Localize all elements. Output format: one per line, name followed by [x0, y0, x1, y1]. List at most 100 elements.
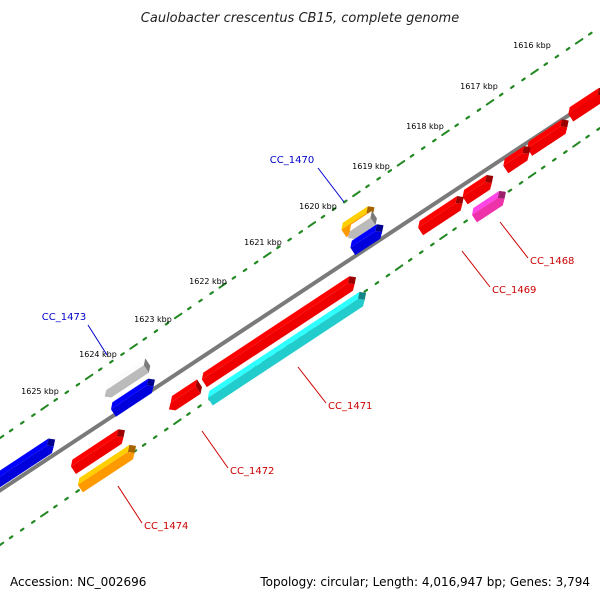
outer-minor-tick	[587, 31, 593, 36]
outer-major-tick	[396, 160, 406, 167]
gene-feature-blue	[110, 378, 155, 417]
genome-summary-text: Topology: circular; Length: 4,016,947 bp…	[259, 575, 590, 589]
outer-major-tick	[0, 434, 5, 440]
tick-label-kbp: 1618 kbp	[406, 122, 444, 131]
gene-front-face	[471, 197, 505, 223]
outer-major-tick	[574, 38, 584, 45]
outer-minor-tick	[198, 298, 203, 303]
outer-minor-tick	[253, 260, 259, 265]
gene-side-face	[522, 146, 531, 155]
outer-minor-tick	[109, 359, 114, 364]
gene-side-face	[485, 175, 494, 183]
inner-minor-tick	[53, 504, 58, 509]
gene-top-face	[170, 379, 198, 403]
gene-top-face	[418, 196, 458, 228]
label-leader-line	[317, 167, 345, 203]
label-leader-line	[297, 366, 327, 404]
gene-feature-red	[527, 119, 569, 156]
gene-side-face	[497, 190, 506, 199]
inner-minor-tick	[152, 435, 158, 440]
outer-minor-tick	[320, 214, 326, 219]
outer-minor-tick	[209, 291, 214, 295]
tick-label-kbp: 1621 kbp	[244, 238, 282, 247]
label-leader-line	[117, 485, 143, 524]
outer-minor-tick	[276, 245, 281, 250]
tick-label-kbp: 1622 kbp	[189, 277, 227, 286]
inner-minor-tick	[186, 412, 191, 416]
gene-top-face	[350, 224, 377, 248]
outer-minor-tick	[64, 390, 70, 395]
tick-label-kbp: 1623 kbp	[134, 315, 172, 324]
outer-minor-tick	[387, 169, 393, 173]
inner-minor-tick	[163, 427, 169, 432]
kbp-tick-labels: 1616 kbp 1617 kbp 1618 kbp 1619 kbp 1620 kbp…	[21, 41, 551, 396]
inner-minor-tick	[551, 157, 557, 162]
gene-top-face	[110, 378, 149, 410]
gene-top-face	[471, 190, 500, 215]
outer-minor-tick	[465, 115, 471, 120]
gene-feature-orange	[77, 444, 137, 493]
outer-minor-tick	[164, 321, 170, 326]
gene-top-face	[70, 429, 119, 467]
label-leader-line	[499, 221, 529, 259]
outer-minor-tick	[19, 420, 25, 425]
gene-top-face	[568, 87, 599, 115]
outer-major-tick	[441, 129, 450, 137]
outer-minor-tick	[53, 397, 59, 402]
tick-label-kbp: 1625 kbp	[21, 387, 59, 396]
gene-top-face	[527, 119, 563, 149]
inner-minor-tick	[374, 281, 380, 286]
inner-minor-tick	[64, 496, 69, 501]
gene-feature-gray	[347, 210, 377, 240]
inner-minor-tick	[418, 250, 424, 255]
outer-minor-tick	[521, 77, 526, 82]
inner-minor-tick	[430, 242, 435, 247]
inner-major-tick	[173, 418, 182, 426]
gene-feature-red	[168, 379, 202, 411]
inner-minor-tick	[585, 134, 590, 139]
outer-minor-tick	[8, 428, 14, 433]
gene-top-face	[77, 444, 130, 485]
gene-top-face	[503, 146, 524, 166]
inner-minor-tick	[8, 535, 14, 540]
outer-minor-tick	[454, 123, 459, 128]
outer-minor-tick	[120, 352, 125, 357]
gene-front-face	[527, 126, 568, 156]
gene-label-cc-1474: CC_1474	[144, 521, 188, 532]
inner-minor-tick	[141, 442, 147, 447]
outer-major-tick	[263, 251, 272, 259]
outer-minor-tick	[420, 146, 426, 151]
gene-front-face	[207, 298, 365, 406]
outer-major-tick	[485, 99, 495, 106]
map-title: Caulobacter crescentus CB15, complete ge…	[141, 11, 459, 26]
gene-label-cc-1470: CC_1470	[270, 155, 314, 166]
gene-side-face	[146, 378, 155, 387]
outer-minor-tick	[298, 230, 304, 234]
inner-minor-tick	[30, 519, 36, 524]
gene-side-face	[375, 224, 384, 233]
gene-label-cc-1469: CC_1469	[492, 285, 536, 296]
gene-top-face	[201, 276, 350, 380]
gene-front-face	[568, 94, 600, 122]
gene-side-face	[143, 358, 151, 373]
gene-front-face	[110, 385, 154, 417]
inner-minor-tick	[385, 273, 391, 278]
gene-feature-gray	[104, 358, 151, 398]
inner-minor-tick	[463, 219, 468, 224]
outer-minor-tick	[543, 62, 549, 67]
outer-minor-tick	[331, 207, 337, 212]
inner-major-tick	[527, 171, 537, 179]
gene-top-face	[349, 210, 372, 232]
label-leader-lines	[87, 167, 529, 524]
outer-minor-tick	[476, 107, 482, 112]
gene-top-face	[462, 175, 487, 197]
outer-minor-tick	[376, 176, 382, 181]
gene-side-face	[358, 291, 367, 300]
inner-major-tick	[40, 510, 49, 518]
gene-feature-red	[70, 429, 125, 475]
gene-feature-magenta	[471, 190, 506, 223]
gene-feature-red	[462, 175, 494, 205]
outer-minor-tick	[509, 85, 515, 90]
outer-tick-track	[0, 31, 593, 440]
